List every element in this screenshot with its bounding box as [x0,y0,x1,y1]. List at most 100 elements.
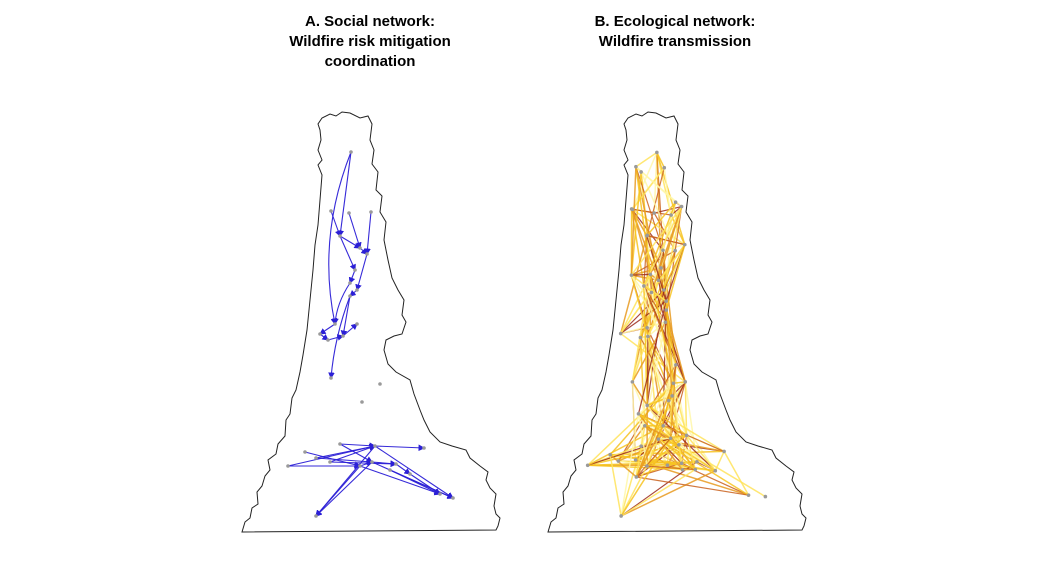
fire-edge [656,152,662,268]
fire-node [656,437,661,441]
fire-node [682,242,687,247]
fire-edge [609,454,637,478]
fire-edge [640,171,648,236]
fire-edge [631,273,651,276]
social-edge [329,460,398,468]
social-node [355,288,359,292]
social-edge [342,323,358,337]
fire-node [639,444,643,448]
social-node [408,472,412,476]
fire-node [763,494,768,499]
social-edge [327,334,345,341]
fire-edge [587,425,664,466]
fire-node [645,403,650,408]
fire-edge [686,434,716,472]
fire-node [636,412,641,416]
fire-edge [646,167,665,236]
fire-node [618,331,623,336]
fire-node [648,272,653,277]
social-node [286,464,290,468]
fire-node [722,449,726,454]
social-node [314,514,318,518]
fire-edge [657,438,749,496]
social-node [358,246,362,250]
social-edge [315,465,361,517]
fire-node [619,514,623,518]
social-edge [340,295,351,338]
social-node [338,442,342,446]
fire-edge [620,244,686,334]
social-node [329,376,333,380]
fire-edge [610,453,716,472]
fire-node [646,334,650,339]
fire-edge [658,437,671,440]
social-node [329,209,333,213]
social-edge [315,457,374,465]
fire-edge [630,166,637,276]
social-node [348,281,352,285]
panel-b-nodes [585,150,768,518]
social-edge [389,469,441,495]
social-node [451,496,455,500]
fire-edge [630,274,667,302]
fire-node [634,164,638,169]
fire-edge [663,206,683,291]
fire-node [638,335,643,340]
social-edge [359,465,442,496]
social-edge [374,445,454,499]
fire-node [670,394,674,398]
fire-edge [630,171,642,276]
fire-node [695,459,699,464]
fire-node [666,398,671,403]
fire-edge [643,285,675,384]
social-edge [319,323,336,335]
fire-node [671,381,676,386]
fire-edge [620,413,640,517]
fire-node [677,443,681,447]
fire-edge [635,425,664,478]
fire-edge [620,461,698,517]
fire-node [679,204,684,209]
social-edge [339,235,356,272]
fire-node [662,165,667,170]
fire-edge [669,364,677,439]
fire-node [669,213,673,217]
fire-edge [671,395,684,470]
social-node [303,450,307,454]
social-edge [328,151,352,326]
fire-edge [631,381,648,406]
fire-edge [670,437,696,470]
fire-edge [631,208,686,246]
social-edge [332,282,351,326]
fire-node [608,452,612,457]
fire-node [713,468,718,473]
fire-edge [609,454,622,517]
social-edge [337,151,352,238]
fire-node [659,266,663,270]
fire-node [661,248,665,253]
social-edge [355,253,368,292]
social-node [348,294,352,298]
social-edge [287,444,377,467]
fire-edge [646,404,688,436]
social-node [365,252,369,256]
social-node [438,492,442,496]
fire-edge [637,301,667,414]
social-node [326,338,330,342]
fire-edge [635,364,677,478]
social-node [373,444,377,448]
fire-edge [643,285,648,406]
fire-edge [646,465,696,471]
fire-node [630,207,635,212]
fire-edge [631,274,652,383]
fire-edge [665,309,686,383]
fire-edge [635,425,646,478]
fire-node [642,284,646,288]
fire-node [662,288,666,292]
fire-edge [635,166,683,208]
social-edge [395,463,411,475]
fire-edge [630,206,683,276]
fire-node [661,424,666,428]
social-node [328,460,332,464]
fire-edge [635,151,658,168]
